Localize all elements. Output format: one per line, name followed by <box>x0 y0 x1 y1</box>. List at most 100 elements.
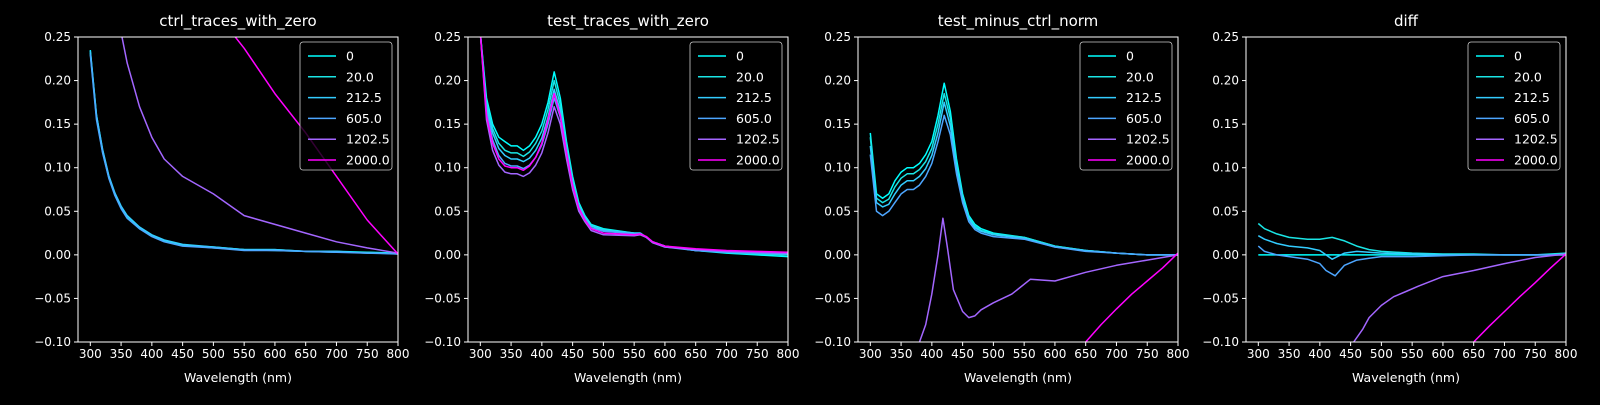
chart-title: diff <box>1394 12 1419 30</box>
legend-label: 605.0 <box>736 111 772 126</box>
y-tick-label: 0.25 <box>1212 30 1239 44</box>
legend-label: 2000.0 <box>1514 153 1558 168</box>
x-tick-label: 500 <box>592 347 615 361</box>
x-tick-label: 300 <box>469 347 492 361</box>
x-axis-label: Wavelength (nm) <box>1352 370 1460 385</box>
y-tick-label: 0.20 <box>434 74 461 88</box>
y-tick-label: 0.05 <box>434 204 461 218</box>
x-tick-label: 800 <box>777 347 800 361</box>
legend-label: 212.5 <box>1126 90 1162 105</box>
x-tick-label: 750 <box>1524 347 1547 361</box>
y-tick-label: −0.05 <box>1202 291 1239 305</box>
y-tick-label: 0.05 <box>44 204 71 218</box>
x-tick-label: 700 <box>715 347 738 361</box>
chart-panel-2: 300 350 400 450 500 550 600 650 700 750 800 −0.10 −0… <box>814 12 1189 385</box>
x-tick-label: 750 <box>356 347 379 361</box>
x-tick-label: 750 <box>1136 347 1159 361</box>
y-tick-label: −0.05 <box>814 291 851 305</box>
x-tick-label: 450 <box>1339 347 1362 361</box>
series-group <box>479 37 788 258</box>
legend-label: 212.5 <box>736 90 772 105</box>
axes-frame <box>467 36 789 343</box>
y-tick-label: 0.25 <box>44 30 71 44</box>
y-tick-label: −0.10 <box>1202 335 1239 349</box>
y-tick-label: 0.10 <box>1212 161 1239 175</box>
x-tick-label: 800 <box>1555 347 1578 361</box>
series-line-2000.0 <box>479 37 788 253</box>
x-tick-label: 550 <box>623 347 646 361</box>
x-tick-label: 550 <box>1401 347 1424 361</box>
x-tick-label: 700 <box>1105 347 1128 361</box>
legend-label: 1202.5 <box>736 132 780 147</box>
legend: 0 20.0 212.5 605.0 1202.5 2000.0 <box>1467 41 1561 171</box>
y-tick-label: 0.20 <box>44 74 71 88</box>
legend-label: 0 <box>346 49 354 64</box>
legend-label: 1202.5 <box>1126 132 1170 147</box>
x-tick-label: 600 <box>653 347 676 361</box>
series-line-605.0 <box>1257 245 1566 277</box>
legend-box <box>299 41 393 171</box>
x-tick-label: 550 <box>233 347 256 361</box>
legend-label: 605.0 <box>346 111 382 126</box>
axes-frame <box>77 36 399 343</box>
legend-label: 2000.0 <box>1126 153 1170 168</box>
legend: 0 20.0 212.5 605.0 1202.5 2000.0 <box>689 41 783 171</box>
x-tick-label: 350 <box>890 347 913 361</box>
y-tick-label: −0.05 <box>424 291 461 305</box>
x-tick-label: 500 <box>202 347 225 361</box>
series-line-20.0 <box>869 92 1178 256</box>
y-tick-label: 0.25 <box>824 30 851 44</box>
axes-frame <box>857 36 1179 343</box>
y-tick-label: 0.15 <box>434 117 461 131</box>
legend-label: 20.0 <box>346 69 374 84</box>
legend-label: 2000.0 <box>736 153 780 168</box>
x-tick-label: 800 <box>387 347 410 361</box>
legend-label: 0 <box>1126 49 1134 64</box>
x-tick-label: 400 <box>920 347 943 361</box>
series-line-1202.5 <box>121 37 398 254</box>
x-tick-label: 650 <box>1074 347 1097 361</box>
x-tick-label: 400 <box>530 347 553 361</box>
series-line-1202.5 <box>1353 253 1566 342</box>
x-tick-label: 350 <box>110 347 133 361</box>
legend-label: 20.0 <box>1126 69 1154 84</box>
y-tick-label: 0.10 <box>824 161 851 175</box>
series-line-1202.5 <box>918 217 1178 342</box>
x-tick-label: 700 <box>325 347 348 361</box>
y-tick-label: 0.00 <box>824 248 851 262</box>
legend-box <box>689 41 783 171</box>
x-tick-label: 300 <box>1247 347 1270 361</box>
legend-label: 605.0 <box>1126 111 1162 126</box>
chart-panel-0: 300 350 400 450 500 550 600 650 700 750 800 −0.10 −0… <box>34 12 409 385</box>
axes-frame <box>1245 36 1567 343</box>
legend-label: 212.5 <box>346 90 382 105</box>
x-tick-label: 400 <box>1308 347 1331 361</box>
y-tick-label: −0.05 <box>34 291 71 305</box>
y-tick-label: 0.20 <box>1212 74 1239 88</box>
legend-label: 1202.5 <box>1514 132 1558 147</box>
x-tick-label: 600 <box>1431 347 1454 361</box>
chart-title: ctrl_traces_with_zero <box>159 12 316 31</box>
legend-label: 20.0 <box>1514 69 1542 84</box>
x-axis-label: Wavelength (nm) <box>964 370 1072 385</box>
x-tick-label: 400 <box>140 347 163 361</box>
series-line-20.0 <box>1257 222 1566 256</box>
x-tick-label: 350 <box>500 347 523 361</box>
y-tick-label: 0.00 <box>44 248 71 262</box>
x-tick-label: 700 <box>1493 347 1516 361</box>
chart-panel-3: 300 350 400 450 500 550 600 650 700 750 800 −0.10 −0… <box>1202 12 1577 385</box>
y-tick-label: 0.15 <box>44 117 71 131</box>
x-tick-label: 750 <box>746 347 769 361</box>
series-line-605.0 <box>89 54 398 255</box>
y-tick-label: 0.00 <box>1212 248 1239 262</box>
x-tick-label: 550 <box>1013 347 1036 361</box>
series-group <box>869 82 1178 342</box>
x-tick-label: 300 <box>79 347 102 361</box>
y-tick-label: 0.10 <box>434 161 461 175</box>
chart-title: test_minus_ctrl_norm <box>938 12 1099 31</box>
y-tick-label: 0.00 <box>434 248 461 262</box>
y-tick-label: 0.15 <box>824 117 851 131</box>
legend-box <box>1079 41 1173 171</box>
